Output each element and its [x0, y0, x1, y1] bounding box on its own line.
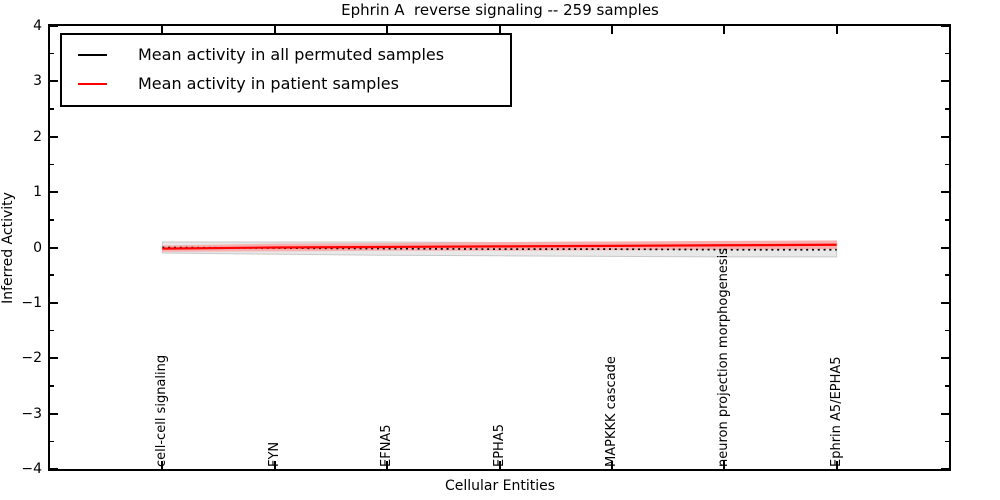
x-tick-major — [498, 26, 501, 34]
x-tick-label: EFNA5 — [379, 424, 395, 467]
y-tick-major — [941, 80, 949, 83]
y-tick-minor — [945, 163, 949, 166]
x-tick-label: MAPKKK cascade — [603, 356, 619, 467]
y-tick-major — [50, 468, 58, 470]
y-tick-minor — [945, 219, 949, 221]
x-tick-major — [273, 461, 276, 469]
x-tick-major — [161, 461, 164, 469]
legend-item-permuted: Mean activity in all permuted samples — [62, 40, 510, 69]
y-tick-minor — [945, 108, 949, 110]
y-tick-minor — [945, 329, 949, 332]
y-tick-major — [941, 468, 949, 470]
chart-title: Ephrin A reverse signaling -- 259 sample… — [341, 1, 659, 19]
y-tick-major — [50, 412, 58, 415]
y-tick-major — [941, 412, 949, 415]
x-tick-major — [723, 461, 726, 469]
legend-label-permuted: Mean activity in all permuted samples — [138, 45, 445, 64]
y-tick-minor — [945, 274, 949, 276]
y-tick-minor — [50, 385, 54, 387]
y-tick-major — [941, 301, 949, 304]
x-tick-major — [498, 461, 501, 469]
legend-box: Mean activity in all permuted samples Me… — [60, 33, 512, 107]
y-tick-minor — [945, 385, 949, 387]
series-line-permuted — [162, 246, 837, 251]
y-tick-major — [50, 80, 58, 83]
legend-label-patient: Mean activity in patient samples — [138, 74, 399, 93]
y-tick-label: −1 — [21, 294, 42, 311]
x-tick-major — [161, 26, 164, 34]
y-tick-minor — [945, 52, 949, 55]
x-tick-major — [386, 26, 389, 34]
x-tick-label: FYN — [266, 441, 282, 467]
y-tick-major — [50, 25, 58, 27]
y-tick-minor — [50, 329, 54, 332]
x-tick-major — [610, 461, 613, 469]
y-tick-major — [50, 357, 58, 360]
x-tick-major — [723, 26, 726, 34]
y-tick-label: 4 — [33, 18, 42, 34]
legend-line-permuted-icon — [78, 53, 107, 56]
x-tick-label: Ephrin A5/EPHA5 — [828, 356, 844, 467]
y-tick-label: −3 — [21, 405, 42, 422]
y-tick-major — [50, 135, 58, 138]
y-tick-label: 2 — [33, 128, 42, 145]
y-tick-major — [941, 135, 949, 138]
x-tick-major — [610, 26, 613, 34]
x-tick-major — [835, 461, 838, 469]
y-tick-major — [941, 25, 949, 27]
y-tick-minor — [50, 108, 54, 110]
y-tick-minor — [945, 440, 949, 443]
x-tick-major — [273, 26, 276, 34]
plot-inner: Mean activity in all permuted samples Me… — [50, 25, 949, 470]
y-tick-major — [50, 246, 58, 249]
y-tick-major — [50, 191, 58, 194]
y-tick-label: 0 — [33, 239, 42, 256]
y-tick-major — [941, 191, 949, 194]
y-tick-major — [941, 357, 949, 360]
chart-canvas — [161, 240, 838, 258]
y-tick-minor — [50, 440, 54, 443]
x-axis-label: Cellular Entities — [444, 478, 556, 494]
series-line-patient — [162, 243, 837, 250]
x-tick-major — [386, 461, 389, 469]
y-tick-label: 1 — [33, 184, 42, 201]
y-tick-major — [50, 301, 58, 304]
legend-line-patient-icon — [78, 82, 107, 85]
x-tick-label: EPHA5 — [491, 424, 507, 467]
y-tick-minor — [50, 52, 54, 55]
legend-item-patient: Mean activity in patient samples — [62, 69, 510, 98]
y-tick-label: −4 — [21, 461, 42, 477]
y-tick-minor — [50, 163, 54, 166]
y-tick-minor — [50, 219, 54, 221]
y-tick-label: −2 — [21, 350, 42, 367]
x-tick-label: neuron projection morphogenesis — [716, 248, 732, 467]
x-tick-label: cell-cell signaling — [154, 354, 170, 467]
plot-area: Mean activity in all permuted samples Me… — [48, 24, 951, 471]
y-tick-minor — [50, 274, 54, 276]
y-tick-major — [941, 246, 949, 249]
y-tick-label: 3 — [33, 73, 42, 90]
x-tick-major — [835, 26, 838, 34]
